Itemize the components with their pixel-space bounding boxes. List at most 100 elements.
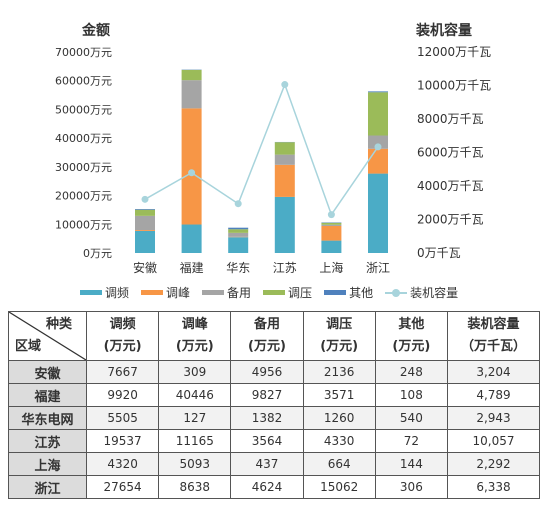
corner-cell: 种类 区域 — [8, 311, 87, 361]
left-tick-label: 40000万元 — [55, 132, 112, 145]
table-cell: 27654 — [85, 475, 160, 499]
header-tiaopin: 调频 (万元) — [85, 311, 160, 361]
table-cell: 5505 — [85, 406, 160, 430]
header-unit: （万千瓦） — [460, 339, 526, 354]
legend-item-tiaofeng: 调峰 — [141, 284, 190, 301]
header-unit: (万元) — [248, 339, 286, 354]
legend-item-beiyong: 备用 — [202, 284, 251, 301]
bar-segment — [274, 142, 295, 155]
legend-swatch — [141, 290, 164, 295]
table-cell: 306 — [374, 475, 449, 499]
row-region: 浙江 — [8, 475, 87, 499]
table-row: 浙江 27654 8638 4624 15062 306 6,338 — [8, 475, 540, 499]
table-cell: 248 — [374, 360, 449, 384]
table-row: 华东电网 5505 127 1382 1260 540 2,943 — [8, 406, 540, 430]
table-cell: 3571 — [302, 383, 376, 407]
left-axis-ticks: 0万元 10000万元 20000万元 30000万元 40000万元 50000万元 60… — [55, 46, 112, 260]
right-tick-label: 10000万千瓦 — [417, 79, 491, 93]
table-cell: 2136 — [302, 360, 376, 384]
table-row: 安徽 7667 309 4956 2136 248 3,204 — [8, 360, 540, 384]
corner-bottom-label: 区域 — [15, 339, 42, 354]
header-unit: (万元) — [175, 339, 214, 354]
legend: 调频 调峰 备用 调压 其他 装机容量 — [80, 284, 458, 301]
x-tick-label: 华东 — [226, 261, 250, 275]
table-cell: 6,338 — [447, 475, 540, 499]
legend-item-qita: 其他 — [324, 284, 373, 301]
capacity-point — [374, 143, 382, 151]
capacity-point — [281, 81, 289, 89]
bar-segment — [321, 222, 342, 225]
table-cell: 144 — [374, 452, 449, 476]
table-cell: 7667 — [85, 360, 160, 384]
bar-segment — [368, 135, 388, 149]
header-name: 其他 — [398, 317, 425, 332]
legend-label: 装机容量 — [410, 286, 459, 300]
capacity-point — [234, 200, 242, 208]
right-tick-label: 8000万千瓦 — [417, 112, 484, 126]
header-name: 备用 — [253, 317, 280, 332]
row-region: 上海 — [8, 452, 87, 476]
table-cell: 437 — [230, 452, 304, 476]
bar-segment — [228, 232, 249, 237]
bar-segment — [368, 91, 388, 93]
x-tick-label: 福建 — [180, 260, 204, 275]
row-region: 华东电网 — [8, 406, 87, 430]
right-tick-label: 6000万千瓦 — [417, 146, 484, 160]
header-capacity: 装机容量 （万千瓦） — [447, 311, 540, 361]
capacity-point — [327, 211, 335, 219]
left-tick-label: 0万元 — [83, 247, 112, 260]
x-tick-label: 浙江 — [366, 261, 390, 275]
bar-segment — [181, 80, 202, 109]
table-cell: 72 — [374, 429, 449, 453]
row-region: 安徽 — [8, 360, 87, 384]
bar-segment — [228, 227, 249, 230]
table-cell: 108 — [374, 383, 449, 407]
chart: 金额 装机容量 0万元 10000万元 20000万元 30000万元 40000万元 5… — [55, 22, 491, 275]
legend-swatch — [80, 290, 102, 295]
bar-segment — [368, 173, 388, 253]
header-qita: 其他 (万元) — [374, 311, 449, 361]
legend-label: 调频 — [105, 286, 130, 300]
left-tick-label: 50000万元 — [55, 103, 112, 116]
bar-segment — [274, 164, 295, 197]
table-cell: 2,943 — [447, 406, 540, 430]
header-tiaoya: 调压 (万元) — [302, 311, 376, 361]
bar-segment — [228, 237, 249, 253]
header-tiaofeng: 调峰 (万元) — [158, 311, 232, 361]
bar-segment — [135, 230, 155, 253]
table-cell: 4624 — [230, 475, 304, 499]
capacity-line — [141, 81, 382, 219]
table-cell: 3564 — [230, 429, 304, 453]
header-unit: (万元) — [103, 339, 142, 354]
header-name: 调峰 — [181, 317, 208, 332]
table-row: 江苏 19537 11165 3564 4330 72 10,057 — [8, 429, 540, 453]
legend-label: 调峰 — [166, 286, 191, 300]
left-tick-label: 70000万元 — [55, 46, 112, 59]
row-region: 江苏 — [8, 429, 87, 453]
right-tick-label: 4000万千瓦 — [417, 179, 484, 193]
left-tick-label: 10000万元 — [55, 218, 112, 231]
table-cell: 11165 — [158, 429, 232, 453]
capacity-point — [141, 195, 149, 203]
bar-segment — [228, 229, 249, 233]
capacity-line-path — [144, 82, 379, 217]
table-cell: 19537 — [85, 429, 160, 453]
header-name: 调压 — [326, 317, 353, 332]
header-beiyong: 备用 (万元) — [230, 311, 304, 361]
legend-swatch — [202, 290, 225, 295]
table-cell: 9920 — [85, 383, 160, 407]
table-cell: 9827 — [230, 383, 304, 407]
bar-stacks — [135, 69, 388, 253]
table-cell: 127 — [158, 406, 232, 430]
bar-segment — [321, 224, 342, 226]
table-cell: 5093 — [158, 452, 232, 476]
header-unit: (万元) — [320, 339, 359, 354]
x-axis-ticks: 安徽 福建 华东 江苏 上海 浙江 — [133, 260, 390, 275]
left-axis-title: 金额 — [81, 22, 110, 39]
table-cell: 664 — [302, 452, 376, 476]
table-cell: 15062 — [302, 475, 376, 499]
x-tick-label: 安徽 — [133, 260, 157, 275]
bar-segment — [321, 240, 342, 253]
bar-segment — [181, 108, 202, 225]
header-name: 调频 — [109, 317, 136, 332]
